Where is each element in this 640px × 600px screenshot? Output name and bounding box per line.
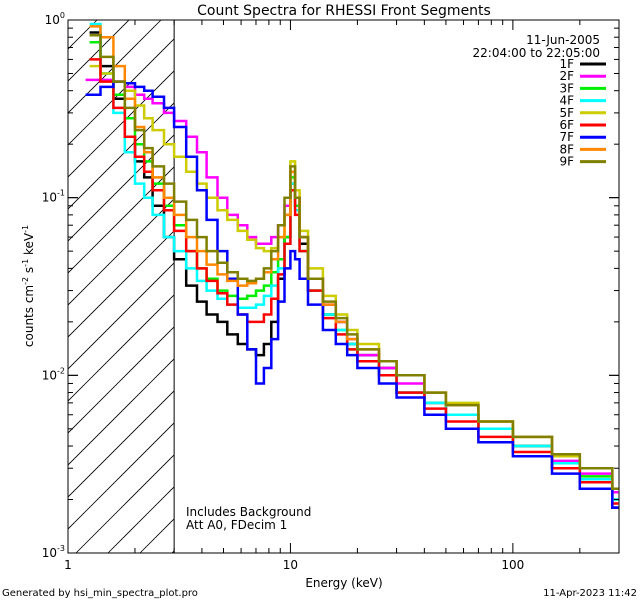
y-tick-label: 10-2 bbox=[42, 366, 65, 382]
hatch-line bbox=[68, 38, 175, 146]
hatch-line bbox=[68, 198, 175, 306]
series-line-4F bbox=[89, 22, 619, 501]
x-axis-label: Energy (keV) bbox=[305, 576, 382, 590]
y-tick-label: 10-3 bbox=[42, 544, 65, 560]
y-axis-label: counts cm-2 s-1 keV-1 bbox=[21, 225, 36, 347]
hatch-line bbox=[0, 20, 1, 553]
hatch-line bbox=[68, 20, 130, 82]
series-line-7F bbox=[85, 80, 619, 509]
time-range-label: 22:04:00 to 22:05:00 bbox=[473, 46, 600, 60]
legend-label: 8F bbox=[559, 142, 574, 156]
legend-label: 4F bbox=[559, 94, 574, 108]
series-layer bbox=[85, 22, 619, 509]
hatch-line bbox=[68, 20, 98, 50]
background-annotation: Includes Background bbox=[186, 505, 311, 519]
legend-label: 3F bbox=[559, 81, 574, 95]
y-tick-label: 100 bbox=[45, 11, 65, 27]
legend-label: 9F bbox=[559, 155, 574, 169]
hatched-region bbox=[0, 20, 175, 553]
series-line-9F bbox=[89, 34, 619, 490]
legend-label: 1F bbox=[559, 57, 574, 71]
hatch-line bbox=[68, 262, 175, 370]
hatch-line bbox=[68, 20, 162, 114]
y-tick-label: 10-1 bbox=[42, 189, 65, 205]
series-line-6F bbox=[89, 58, 619, 505]
x-tick-label: 1 bbox=[64, 558, 72, 572]
x-tick-label: 10 bbox=[283, 558, 298, 572]
hatch-line bbox=[75, 454, 175, 553]
hatch-line bbox=[68, 390, 175, 498]
plot-frame bbox=[67, 19, 620, 554]
series-line-8F bbox=[89, 25, 619, 490]
x-tick-label: 100 bbox=[501, 558, 524, 572]
series-line-2F bbox=[85, 78, 619, 494]
legend-label: 6F bbox=[559, 118, 574, 132]
chart-title: Count Spectra for RHESSI Front Segments bbox=[197, 3, 491, 19]
date-label: 11-Jun-2005 bbox=[526, 33, 600, 47]
legend-label: 2F bbox=[559, 69, 574, 83]
footer-timestamp: 11-Apr-2023 11:42 bbox=[543, 588, 637, 599]
generated-by-label: Generated by hsi_min_spectra_plot.pro bbox=[2, 588, 198, 599]
hatch-line bbox=[68, 230, 175, 338]
legend-label: 5F bbox=[559, 106, 574, 120]
hatch-line bbox=[68, 358, 175, 466]
hatch-line bbox=[68, 422, 175, 530]
legend-label: 7F bbox=[559, 130, 574, 144]
series-line-3F bbox=[89, 40, 619, 501]
series-line-5F bbox=[89, 64, 619, 490]
hatch-line bbox=[68, 294, 175, 402]
attenuator-annotation: Att A0, FDecim 1 bbox=[186, 518, 287, 532]
tick-layer bbox=[67, 19, 620, 554]
